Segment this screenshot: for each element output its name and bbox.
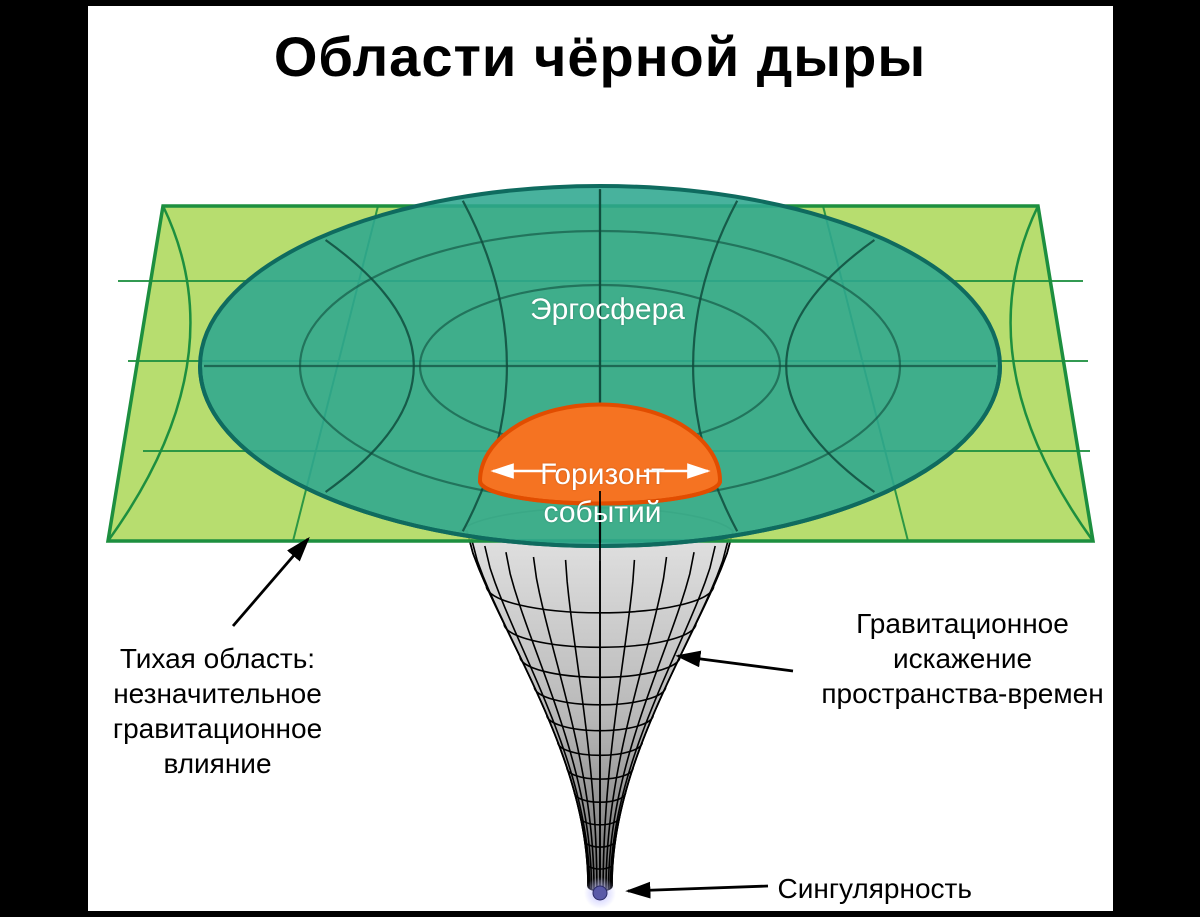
page-title: Области чёрной дыры <box>88 24 1113 89</box>
distortion-l1: Гравитационное <box>856 608 1069 639</box>
event-horizon-label: Горизонт событий <box>483 456 723 531</box>
quiet-l1: Тихая область: <box>120 643 315 674</box>
ergosphere-label: Эргосфера <box>458 291 758 329</box>
distortion-l2: искажение <box>893 643 1032 674</box>
distortion-l3: пространства-времен <box>821 678 1103 709</box>
slide: Области чёрной дыры Эргосфера Горизонт с… <box>88 6 1113 911</box>
event-horizon-label-line1: Горизонт <box>540 458 665 491</box>
quiet-l3: гравитационное <box>113 713 322 744</box>
blackhole-diagram: Эргосфера Горизонт событий Тихая область… <box>88 101 1113 911</box>
distortion-label: Гравитационное искажение пространства-вр… <box>788 606 1138 711</box>
quiet-l4: влияние <box>163 748 271 779</box>
quiet-l2: незначительное <box>113 678 322 709</box>
singularity-label: Сингулярность <box>778 871 1078 906</box>
quiet-region-label: Тихая область: незначительное гравитацио… <box>68 641 368 781</box>
event-horizon-label-line2: событий <box>543 496 661 529</box>
